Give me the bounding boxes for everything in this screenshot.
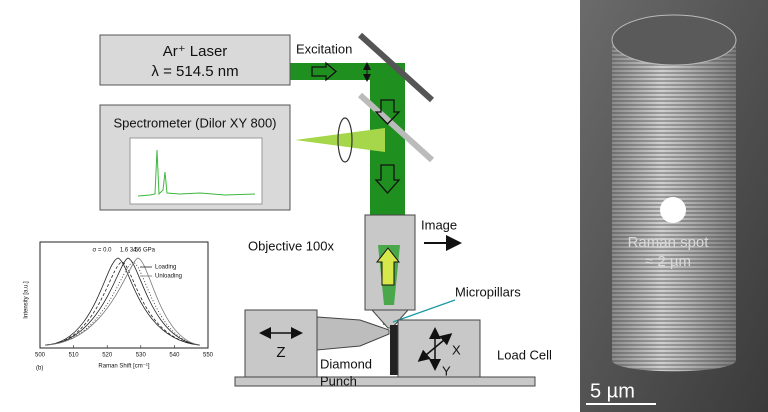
legend-loading: Loading: [155, 265, 176, 271]
scale-label: 5 µm: [590, 380, 635, 402]
micropillar-row: [390, 325, 398, 375]
diamond-label: Diamond: [320, 356, 372, 371]
inset-tick-label: 540: [169, 353, 180, 359]
image-arrow-up: [375, 247, 401, 286]
micropillars-pointer: [392, 299, 456, 323]
inset-x-label: Raman Shift [cm⁻¹]: [98, 364, 150, 370]
lens: [337, 117, 353, 163]
spot-label: Raman spot: [628, 234, 710, 251]
objective-label: Objective 100x: [248, 238, 334, 253]
stress-label: 3.5: [130, 248, 139, 254]
inset-tick-label: 510: [69, 353, 80, 359]
stress-label: 4.6 GPa: [133, 248, 156, 254]
inset-chart: Intensity [a.u.] Raman Shift [cm⁻¹] (b) …: [24, 241, 214, 372]
inset-tick-label: 520: [102, 353, 113, 359]
excitation-label: Excitation: [296, 41, 352, 56]
spectrometer-label: Spectrometer (Dilor XY 800): [113, 115, 276, 130]
inset-curves: [44, 257, 201, 346]
z-label: Z: [276, 344, 285, 361]
laser-title: Ar⁺ Laser: [163, 43, 228, 60]
inset-frame: [39, 241, 209, 349]
spot-size: ≈ 2 µm: [645, 253, 691, 270]
stage-base: [234, 376, 536, 387]
diamond-punch: [316, 316, 390, 351]
legend-unloading: Unloading: [155, 274, 182, 280]
mirror: [357, 32, 435, 103]
y-label: Y: [442, 363, 451, 378]
stress-label: 1.6: [120, 248, 129, 254]
sem-image: Raman spot ≈ 2 µm 5 µm: [580, 0, 768, 412]
laser-box: [99, 34, 291, 86]
x-label: X: [452, 342, 461, 357]
spectrum-trace: [137, 149, 256, 197]
inset-y-label: Intensity [a.u.]: [24, 281, 30, 319]
inset-tick-label: 550: [203, 353, 214, 359]
z-stage: [244, 309, 318, 378]
punch-label: Punch: [320, 373, 357, 388]
pillar-top: [611, 14, 737, 66]
inset-tick-label: 530: [136, 353, 147, 359]
beam-splitter: [357, 92, 435, 163]
load-cell: [397, 319, 481, 378]
load-cell-label: Load Cell: [497, 347, 552, 362]
micropillars-label: Micropillars: [455, 284, 521, 299]
stress-label: σ = 0.0: [93, 248, 113, 254]
inset-panel: (b): [36, 366, 43, 372]
image-label: Image: [421, 217, 457, 232]
inset-tick-label: 500: [35, 353, 46, 359]
raman-spot: [660, 197, 686, 223]
signal-cone: [295, 128, 385, 152]
laser-wavelength: λ = 514.5 nm: [151, 63, 238, 80]
